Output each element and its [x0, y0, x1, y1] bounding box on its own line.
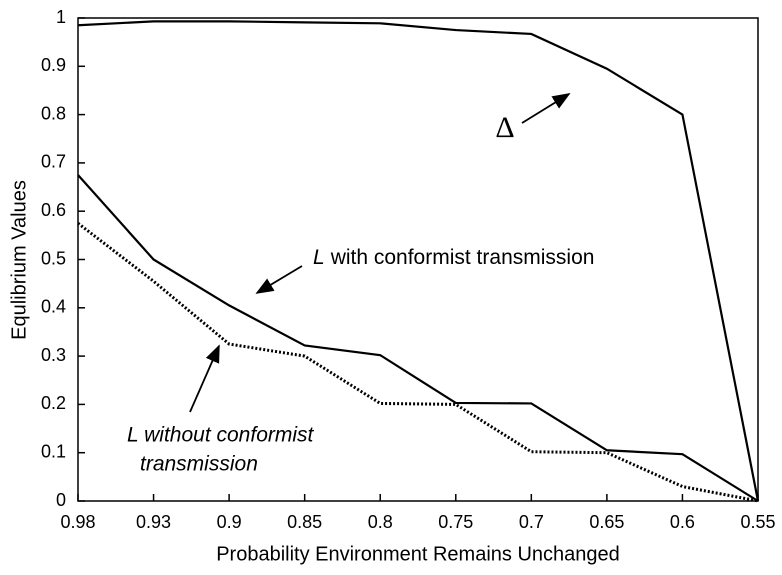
annotation: L without conformist [127, 424, 315, 447]
annotation-italic: L [313, 246, 325, 269]
arrow [255, 265, 303, 294]
arrow [189, 344, 220, 413]
x-tick-label: 0.8 [368, 512, 393, 532]
annotation-text: with conformist transmission [330, 246, 595, 269]
y-tick-label: 0.6 [41, 200, 66, 220]
series-line [77, 174, 759, 502]
y-tick-label: 0.8 [41, 103, 66, 123]
x-tick-label: 0.6 [670, 512, 695, 532]
y-tick-label: 1 [56, 7, 66, 27]
y-tick-label: 0.4 [41, 297, 66, 317]
arrow [521, 93, 571, 124]
y-tick-label: 0.3 [41, 345, 66, 365]
y-tick-label: 0 [56, 490, 66, 510]
y-axis-label: Equlibrium Values [8, 180, 30, 340]
x-tick-label: 0.98 [60, 512, 95, 532]
annotation: transmission [140, 453, 258, 476]
y-tick-label: 0.5 [41, 248, 66, 268]
x-tick-label: 0.93 [136, 512, 171, 532]
x-tick-label: 0.55 [740, 512, 775, 532]
y-tick-label: 0.7 [41, 152, 66, 172]
x-tick-label: 0.7 [519, 512, 544, 532]
y-tick-label: 0.9 [41, 55, 66, 75]
series-line [77, 20, 760, 502]
x-tick-label: 0.75 [438, 512, 473, 532]
x-tick-label: 0.85 [287, 512, 322, 532]
x-tick-label: 0.65 [589, 512, 624, 532]
x-tick-label: 0.9 [217, 512, 242, 532]
annotation: Δ [495, 111, 514, 144]
y-tick-label: 0.2 [41, 393, 66, 413]
series-line [77, 222, 759, 503]
y-tick-label: 0.1 [41, 441, 66, 461]
x-axis-label: Probability Environment Remains Unchange… [216, 543, 620, 565]
